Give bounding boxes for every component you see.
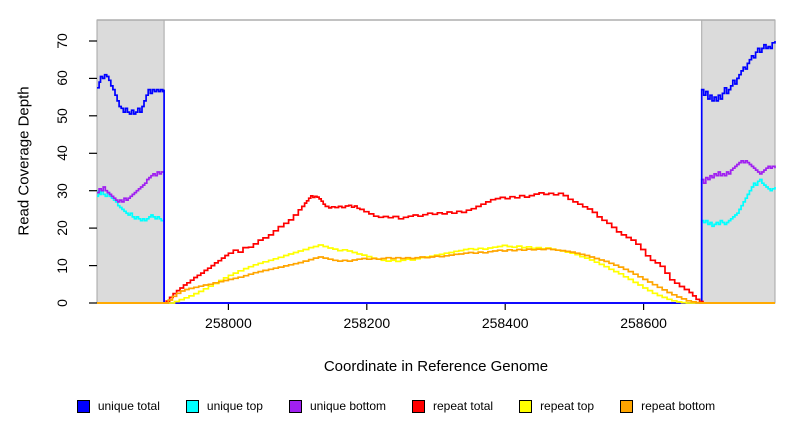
legend-label: repeat total (433, 399, 494, 413)
legend-label: unique bottom (309, 399, 387, 413)
legend-item-repeat-top: repeat top (519, 399, 594, 413)
legend-label: unique total (97, 399, 160, 413)
legend-swatch (76, 399, 90, 413)
legend-swatch (185, 399, 199, 413)
series-line-unique-top (97, 178, 776, 304)
shaded-flank-region (701, 19, 776, 304)
legend-item-unique-bottom: unique bottom (288, 399, 387, 413)
legend: unique total unique top unique bottom repea… (0, 397, 792, 415)
legend-swatch (620, 399, 634, 413)
legend-item-unique-top: unique top (185, 399, 263, 413)
legend-swatch (412, 399, 426, 413)
legend-label: repeat bottom (641, 399, 716, 413)
series-line-unique-total (97, 41, 776, 304)
y-axis-label: Read Coverage Depth (15, 86, 33, 236)
series-line-repeat-total (97, 192, 775, 304)
series-line-unique-bottom (97, 159, 776, 304)
legend-label: repeat top (540, 399, 595, 413)
x-axis-label: Coordinate in Reference Genome (323, 358, 549, 375)
legend-item-repeat-bottom: repeat bottom (620, 399, 715, 413)
series-line-repeat-bottom (97, 247, 775, 304)
legend-swatch (519, 399, 533, 413)
legend-item-repeat-total: repeat total (412, 399, 493, 413)
legend-label: unique top (206, 399, 263, 413)
legend-item-unique-total: unique total (76, 399, 160, 413)
shaded-flank-region (96, 19, 165, 304)
legend-swatch (288, 399, 302, 413)
